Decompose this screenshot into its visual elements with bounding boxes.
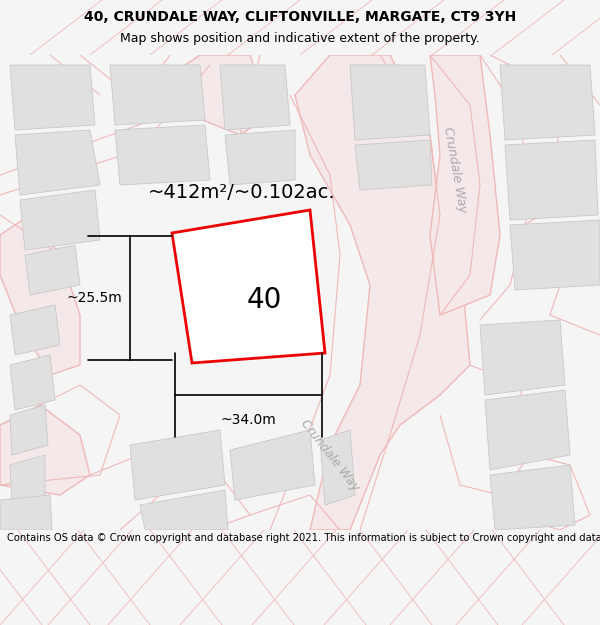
Polygon shape bbox=[295, 55, 470, 530]
Polygon shape bbox=[500, 65, 595, 140]
Polygon shape bbox=[480, 320, 565, 395]
Text: 40: 40 bbox=[247, 286, 283, 314]
Polygon shape bbox=[490, 465, 575, 530]
Polygon shape bbox=[140, 490, 228, 530]
Polygon shape bbox=[510, 220, 600, 290]
Text: Crundale Way: Crundale Way bbox=[441, 126, 469, 214]
Polygon shape bbox=[20, 190, 100, 250]
Polygon shape bbox=[430, 55, 500, 315]
Polygon shape bbox=[225, 130, 295, 185]
Polygon shape bbox=[15, 130, 100, 195]
Polygon shape bbox=[220, 65, 290, 130]
Text: ~25.5m: ~25.5m bbox=[66, 291, 122, 305]
Text: 40, CRUNDALE WAY, CLIFTONVILLE, MARGATE, CT9 3YH: 40, CRUNDALE WAY, CLIFTONVILLE, MARGATE,… bbox=[84, 10, 516, 24]
Polygon shape bbox=[0, 405, 90, 495]
Polygon shape bbox=[115, 125, 210, 185]
Polygon shape bbox=[10, 405, 48, 455]
Polygon shape bbox=[10, 65, 95, 130]
Text: ~412m²/~0.102ac.: ~412m²/~0.102ac. bbox=[148, 184, 335, 203]
Polygon shape bbox=[0, 215, 80, 375]
Polygon shape bbox=[10, 305, 60, 355]
Polygon shape bbox=[505, 140, 598, 220]
Polygon shape bbox=[25, 245, 80, 295]
Polygon shape bbox=[485, 390, 570, 470]
Polygon shape bbox=[172, 210, 325, 363]
Polygon shape bbox=[10, 455, 45, 505]
Polygon shape bbox=[355, 140, 432, 190]
Polygon shape bbox=[230, 430, 315, 500]
Polygon shape bbox=[0, 495, 52, 530]
Polygon shape bbox=[320, 430, 355, 505]
Polygon shape bbox=[350, 65, 430, 140]
Polygon shape bbox=[110, 65, 205, 125]
Polygon shape bbox=[170, 55, 270, 135]
Polygon shape bbox=[130, 430, 225, 500]
Text: Map shows position and indicative extent of the property.: Map shows position and indicative extent… bbox=[120, 32, 480, 45]
Text: ~34.0m: ~34.0m bbox=[221, 413, 277, 427]
Polygon shape bbox=[10, 355, 55, 410]
Text: Contains OS data © Crown copyright and database right 2021. This information is : Contains OS data © Crown copyright and d… bbox=[7, 533, 600, 543]
Text: Crundale Way: Crundale Way bbox=[298, 417, 362, 493]
